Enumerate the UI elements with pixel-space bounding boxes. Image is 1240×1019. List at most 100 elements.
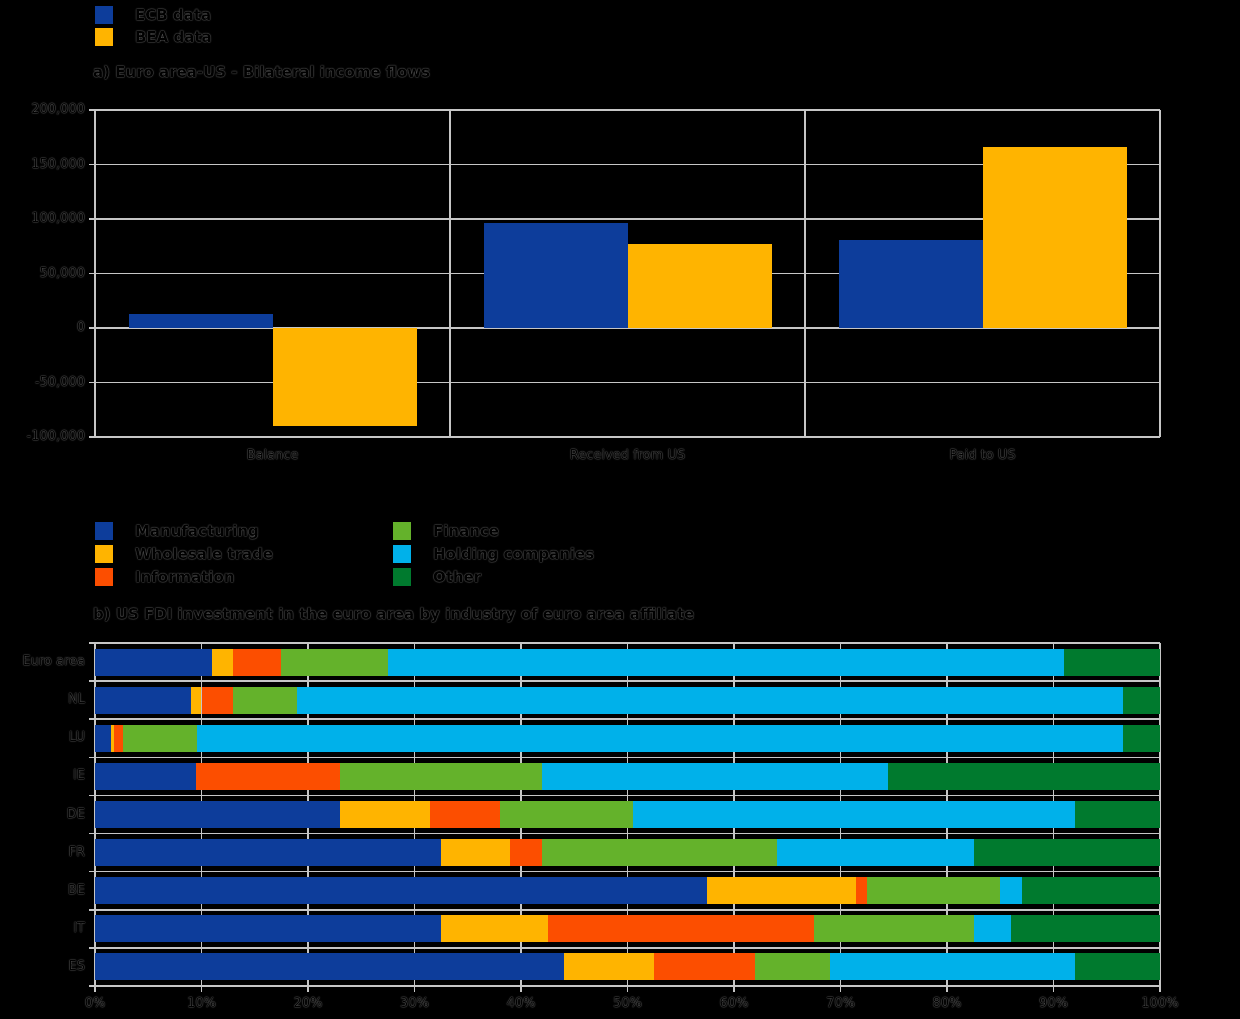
gridline-x <box>94 110 96 437</box>
chart-a-legend: ECB data BEA data <box>95 4 212 48</box>
legend-label-finance: Finance <box>433 521 499 540</box>
segment-holding-companies-nl <box>297 686 1123 714</box>
gridline-y <box>95 163 1160 166</box>
axis-tick-x <box>839 986 842 992</box>
legend-row: Wholesale trade Holding companies <box>95 542 594 565</box>
axis-tick-x <box>200 986 203 992</box>
segment-finance-ie <box>339 762 543 790</box>
gridline-x <box>449 110 451 437</box>
segment-information-es <box>654 953 756 981</box>
segment-holding-companies-it <box>973 915 1011 943</box>
gridline-y <box>95 381 1160 384</box>
ytick-label: 0 <box>76 320 85 335</box>
segment-wholesale-trade-fr <box>441 839 511 867</box>
legend-label-other: Other <box>433 567 482 586</box>
axis-tick-x <box>626 986 629 992</box>
legend-swatch-manufacturing-icon <box>95 521 113 540</box>
xtick-label: 30% <box>400 996 429 1011</box>
segment-other-de <box>1074 801 1160 828</box>
segment-finance-fr <box>542 839 777 867</box>
segment-wholesale-trade-be <box>707 877 857 905</box>
gridline-x <box>1159 110 1161 437</box>
axis-tick-y <box>89 756 95 759</box>
segment-wholesale-trade-es <box>563 953 655 981</box>
axis-tick-y <box>89 718 95 720</box>
row-label-ie: IE <box>72 768 85 784</box>
axis-tick-x <box>946 986 948 992</box>
gridline-y <box>95 680 1160 682</box>
legend-label-bea-data: BEA data <box>135 28 212 46</box>
legend-item-finance: Finance <box>393 521 499 540</box>
xtick-label: 0% <box>84 996 106 1011</box>
axis-tick-y <box>89 794 95 797</box>
xtick-label: 20% <box>293 996 323 1011</box>
legend-row: Information Other <box>95 565 594 588</box>
axis-tick-y <box>89 870 95 873</box>
ytick-label: 200,000 <box>31 102 85 117</box>
legend-label-information: Information <box>135 567 235 586</box>
axis-tick-y <box>89 680 95 682</box>
category-label-paid-to-us: Paid to US <box>949 448 1016 463</box>
segment-finance-euro-area <box>281 648 388 676</box>
segment-manufacturing-ie <box>95 762 197 790</box>
gridline-y <box>95 909 1160 911</box>
chart-a-plot: 200,000 150,000 100,000 50,000 0 -50,000 -100,… <box>27 102 1161 463</box>
gridline-y <box>95 642 1160 644</box>
segment-manufacturing-nl <box>95 686 191 714</box>
segment-wholesale-trade-it <box>441 915 548 943</box>
segment-information-de <box>430 801 500 828</box>
segment-finance-be <box>867 877 1001 905</box>
ytick-label: -100,000 <box>26 429 85 444</box>
segment-finance-de <box>499 801 633 828</box>
axis-tick-x <box>94 986 96 992</box>
chart-a-title: a) Euro area-US - Bilateral income flows <box>93 63 431 81</box>
segment-information-euro-area <box>233 648 282 676</box>
segment-holding-companies-be <box>1000 877 1022 905</box>
axis-tick-y <box>89 642 95 644</box>
axis-tick-y <box>89 109 95 111</box>
axis-tick-y <box>89 381 95 384</box>
segment-information-fr <box>510 839 543 867</box>
xtick-label: 70% <box>826 996 855 1011</box>
axis-tick-y <box>89 163 95 166</box>
segment-manufacturing-be <box>95 877 708 905</box>
segment-manufacturing-lu <box>95 724 111 752</box>
segment-manufacturing-euro-area <box>95 648 213 676</box>
legend-swatch-ecb-data-icon <box>95 6 113 24</box>
category-label-received-from-us: Received from US <box>569 448 686 463</box>
segment-manufacturing-fr <box>95 839 442 867</box>
segment-finance-it <box>813 915 974 943</box>
segment-finance-es <box>755 953 830 981</box>
row-label-es: ES <box>68 958 85 974</box>
legend-item-wholesale-trade: Wholesale trade <box>95 544 393 563</box>
bar-ecb-data-received-from-us <box>483 223 628 328</box>
row-label-lu: LU <box>68 730 85 746</box>
axis-tick-y <box>89 327 95 329</box>
axis-tick-y <box>89 985 95 987</box>
segment-holding-companies-es <box>829 953 1075 981</box>
legend-item-holding-companies: Holding companies <box>393 544 594 563</box>
segment-holding-companies-ie <box>542 762 889 790</box>
legend-item-other: Other <box>393 567 482 586</box>
legend-row: Manufacturing Finance <box>95 519 594 542</box>
gridline-y <box>95 327 1160 329</box>
gridline-y <box>95 832 1160 835</box>
gridline-y <box>95 109 1160 111</box>
row-label-euro-area: Euro area <box>22 654 85 670</box>
gridline-y <box>95 218 1160 220</box>
row-label-de: DE <box>66 806 85 822</box>
segment-holding-companies-lu <box>197 724 1123 752</box>
gridline-y <box>95 756 1160 759</box>
axis-tick-y <box>89 832 95 835</box>
segment-wholesale-trade-de <box>339 801 431 828</box>
segment-information-ie <box>196 762 340 790</box>
legend-swatch-other-icon <box>393 567 411 586</box>
bar-bea-data-paid-to-us <box>982 147 1127 328</box>
legend-item-information: Information <box>95 567 393 586</box>
segment-other-it <box>1010 915 1160 943</box>
gridline-y <box>95 436 1160 438</box>
xtick-label: 80% <box>932 996 962 1011</box>
ytick-label: 50,000 <box>39 265 86 281</box>
legend-label-wholesale-trade: Wholesale trade <box>135 544 274 563</box>
